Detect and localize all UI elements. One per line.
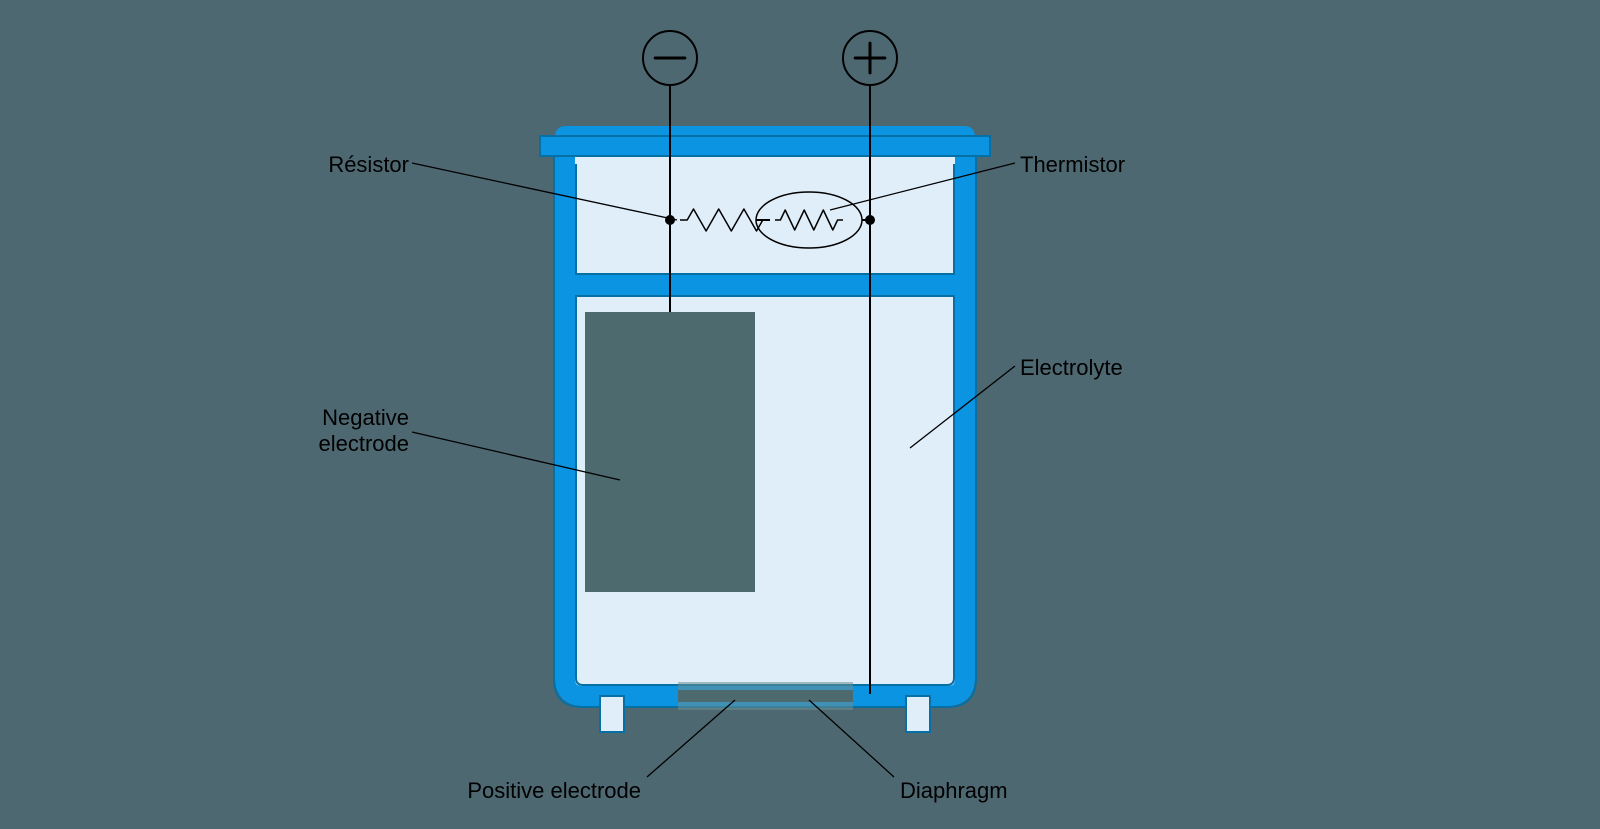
vessel-leg-0 [600,696,624,732]
junction-plus [865,215,875,225]
label-electrolyte: Electrolyte [1020,355,1123,381]
label-thermistor: Thermistor [1020,152,1125,178]
vessel-lip [540,136,990,156]
label-resistor: Résistor [328,152,409,178]
junction-minus [665,215,675,225]
leader-positive_electrode [647,700,735,777]
label-negative_electrode-line0: Negative [322,405,409,431]
negative-electrode [585,312,755,592]
vessel-leg-1 [906,696,930,732]
label-negative_electrode-line1: electrode [318,431,409,457]
battery-diagram [0,0,1600,829]
positive-electrode [678,690,853,702]
label-diaphragm: Diaphragm [900,778,1008,804]
leader-diaphragm [809,700,894,777]
label-positive_electrode: Positive electrode [467,778,641,804]
